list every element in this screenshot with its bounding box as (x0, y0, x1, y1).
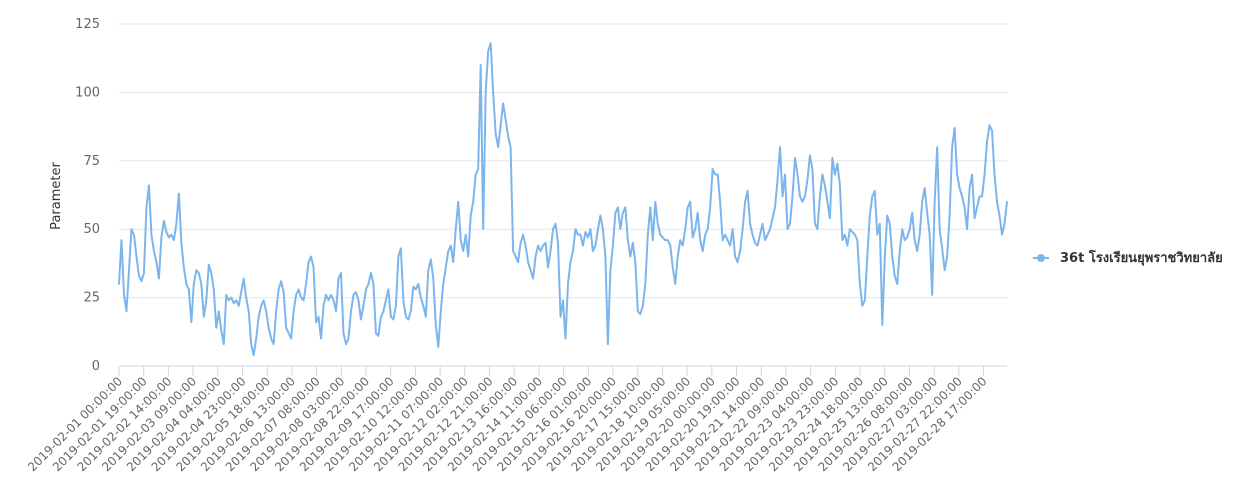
y-tick-label: 100 (75, 85, 100, 100)
y-tick-label: 125 (75, 17, 100, 32)
series-group (118, 42, 1008, 357)
x-axis (118, 365, 1007, 376)
y-tick-label: 25 (83, 291, 100, 306)
legend[interactable]: 36t โรงเรียนยุพราชวิทยาลัย (1033, 249, 1223, 266)
y-axis-title: Parameter (49, 162, 64, 230)
y-tick-label: 0 (92, 359, 100, 374)
y-tick-label: 75 (83, 154, 100, 169)
y-axis-tick-labels: 0 25 50 75 100 125 (75, 17, 100, 374)
y-tick-label: 50 (83, 222, 100, 237)
series-line[interactable] (118, 42, 1008, 357)
legend-marker-icon (1037, 254, 1045, 262)
legend-series-label[interactable]: 36t โรงเรียนยุพราชวิทยาลัย (1060, 249, 1223, 266)
